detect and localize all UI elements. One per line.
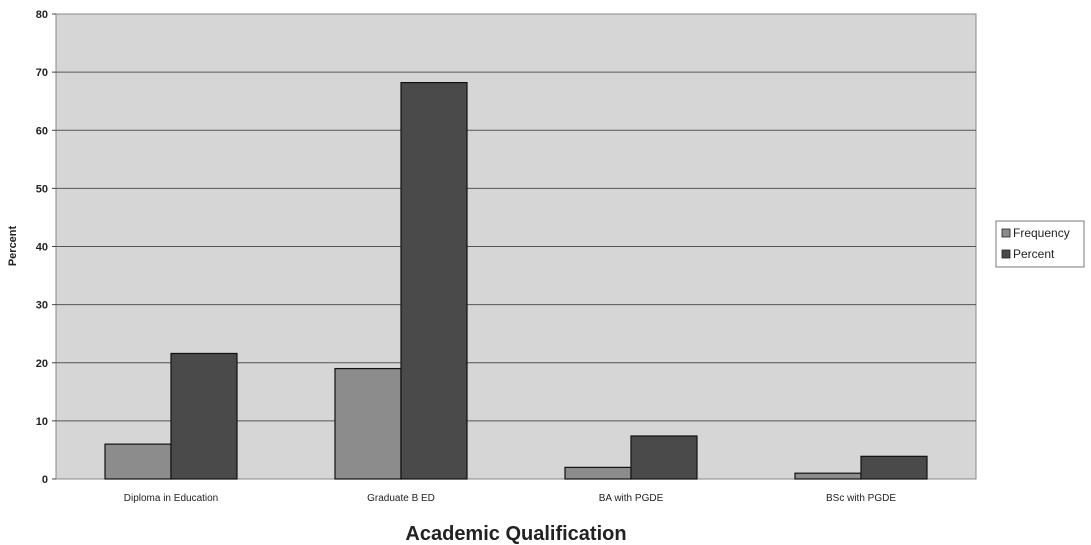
x-tick-label: BA with PGDE [599, 493, 664, 504]
x-axis-categories: Diploma in Education Graduate B ED BA with… [124, 493, 897, 504]
y-axis-ticks: 0 10 20 30 40 50 60 70 80 [36, 9, 56, 486]
y-tick-label: 70 [36, 67, 48, 79]
legend-label-frequency: Frequency [1013, 226, 1070, 240]
x-tick-label: BSc with PGDE [826, 493, 896, 504]
y-tick-label: 30 [36, 300, 48, 312]
legend-label-percent: Percent [1013, 247, 1055, 261]
y-axis-label: Percent [7, 225, 19, 266]
bar-percent [630, 435, 698, 480]
y-tick-label: 0 [42, 474, 48, 486]
bar-percent [860, 455, 928, 480]
bar-frequency [104, 443, 172, 480]
legend-box [995, 220, 1085, 268]
y-tick-label: 20 [36, 358, 48, 370]
legend-swatch-frequency [1001, 228, 1011, 238]
y-tick-label: 60 [36, 125, 48, 137]
x-axis-label: Academic Qualification [405, 523, 626, 545]
legend: Frequency Percent [995, 220, 1085, 268]
y-tick-label: 40 [36, 242, 48, 254]
bars [104, 81, 928, 480]
bar-frequency [794, 472, 862, 480]
legend-swatch-percent [1001, 249, 1011, 259]
x-tick-label: Diploma in Education [124, 493, 219, 504]
bar-percent [400, 81, 468, 480]
y-tick-label: 10 [36, 416, 48, 428]
y-tick-label: 80 [36, 9, 48, 21]
y-tick-label: 50 [36, 183, 48, 195]
bar-frequency [564, 466, 632, 480]
x-tick-label: Graduate B ED [367, 493, 435, 504]
bar-percent [170, 352, 238, 480]
bar-frequency [334, 367, 402, 480]
